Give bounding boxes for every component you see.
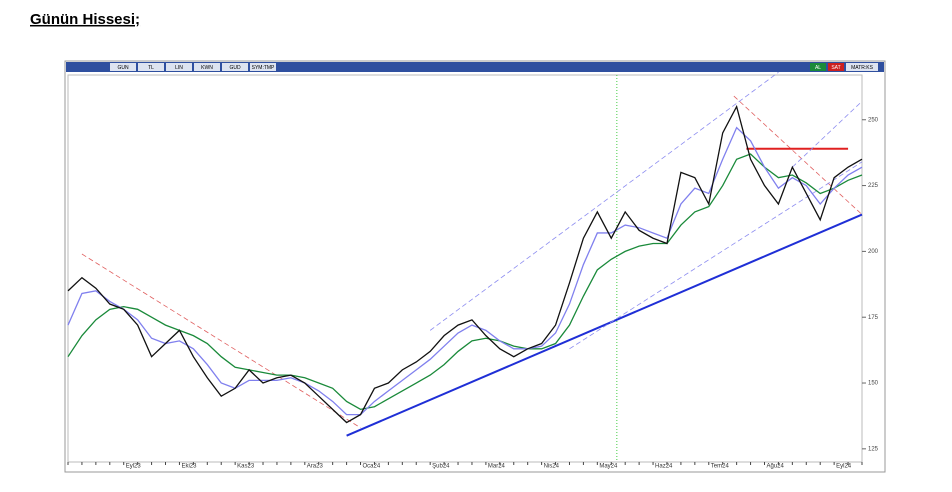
y-tick-label: 250 (868, 117, 879, 123)
x-tick-label: Haz24 (655, 464, 673, 470)
toolbar (66, 62, 884, 72)
x-tick-label: Mar24 (488, 464, 506, 470)
toolbar-button (250, 63, 276, 71)
toolbar-label: SYM:TMP (252, 65, 275, 71)
x-tick-label: Tem24 (711, 464, 730, 470)
trend-line (733, 95, 863, 215)
heading: Günün Hissesi; (30, 11, 140, 28)
trend-line (346, 213, 863, 437)
plot-area (67, 74, 863, 463)
trend-line (429, 72, 779, 331)
x-tick-label: Kas23 (237, 464, 255, 470)
x-tick-label: Ara23 (307, 464, 324, 470)
series-line (67, 126, 863, 416)
y-tick-label: 200 (868, 249, 879, 255)
x-tick-label: Eki23 (181, 464, 197, 470)
y-tick-label: 225 (868, 183, 879, 189)
y-tick-label: 125 (868, 446, 879, 452)
x-tick-label: Eyl24 (836, 464, 852, 470)
toolbar-button (138, 63, 164, 71)
toolbar-label: GUN (117, 65, 129, 71)
x-tick-label: Nis24 (544, 464, 560, 470)
toolbar-label: TL (148, 65, 154, 71)
toolbar-label: KWN (201, 65, 213, 71)
toolbar-label: SAT (831, 65, 840, 71)
toolbar-button (110, 63, 136, 71)
toolbar-label: LIN (175, 65, 183, 71)
toolbar-button (194, 63, 220, 71)
toolbar-label: MATR:KS (851, 65, 874, 71)
x-tick-label: Oca24 (363, 464, 381, 470)
series-line (67, 104, 863, 424)
toolbar-button (166, 63, 192, 71)
y-tick-label: 150 (868, 381, 879, 387)
toolbar-label: GUD (229, 65, 241, 71)
series-line (67, 153, 863, 411)
x-tick-label: Şub24 (432, 464, 450, 470)
toolbar-button (222, 63, 248, 71)
toolbar-button (846, 63, 878, 71)
trend-line (81, 253, 361, 429)
x-tick-label: Ağu24 (766, 464, 784, 470)
trend-line (569, 161, 863, 350)
x-tick-label: Eyl23 (126, 464, 142, 470)
x-tick-label: May24 (599, 464, 618, 470)
toolbar-button (810, 63, 826, 71)
y-tick-label: 175 (868, 315, 879, 321)
toolbar-label: AL (815, 65, 821, 71)
toolbar-button (828, 63, 844, 71)
